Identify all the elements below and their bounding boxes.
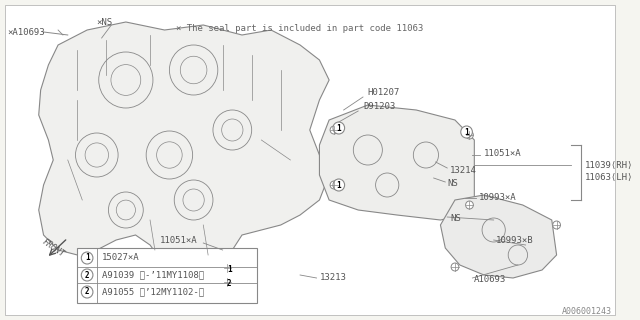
Circle shape [466, 201, 474, 209]
Text: 11063⟨LH⟩: 11063⟨LH⟩ [585, 172, 633, 181]
Circle shape [451, 263, 459, 271]
Polygon shape [39, 22, 329, 285]
Text: A91039 ＜-’11MY1108＞: A91039 ＜-’11MY1108＞ [102, 270, 204, 279]
Circle shape [333, 179, 344, 191]
Text: 2: 2 [85, 287, 90, 297]
Text: NS: NS [447, 179, 458, 188]
Circle shape [330, 126, 338, 134]
Text: 15027×A: 15027×A [102, 253, 140, 262]
Circle shape [330, 181, 338, 189]
Text: 2: 2 [85, 270, 90, 279]
Text: A10693: A10693 [474, 276, 507, 284]
Circle shape [553, 221, 561, 229]
Text: 10993×A: 10993×A [479, 193, 516, 202]
Circle shape [223, 278, 231, 286]
Circle shape [81, 269, 93, 281]
Text: 1: 1 [464, 127, 469, 137]
Text: ×A10693: ×A10693 [8, 28, 45, 36]
Circle shape [81, 286, 93, 298]
Circle shape [81, 252, 93, 264]
Polygon shape [319, 105, 474, 220]
Text: 13214: 13214 [450, 165, 477, 174]
FancyBboxPatch shape [77, 248, 257, 303]
Text: × The seal part is included in part code 11063: × The seal part is included in part code… [177, 23, 424, 33]
FancyBboxPatch shape [5, 5, 614, 315]
Text: 11039⟨RH⟩: 11039⟨RH⟩ [585, 161, 633, 170]
Text: A91055 ＜’12MY1102-＞: A91055 ＜’12MY1102-＞ [102, 287, 204, 297]
Text: 1: 1 [227, 266, 232, 275]
Text: 2: 2 [227, 278, 232, 287]
Text: NS: NS [450, 213, 461, 222]
Text: A006001243: A006001243 [561, 308, 611, 316]
Text: ×NS: ×NS [97, 18, 113, 27]
Circle shape [223, 264, 231, 272]
Text: H01207: H01207 [368, 87, 400, 97]
Text: 1: 1 [85, 253, 90, 262]
Circle shape [333, 122, 344, 134]
Circle shape [461, 126, 472, 138]
Text: 10993×B: 10993×B [495, 236, 533, 244]
Circle shape [466, 131, 474, 139]
Text: 13213: 13213 [319, 274, 346, 283]
Polygon shape [440, 195, 557, 278]
Text: FRONT: FRONT [40, 237, 66, 259]
Text: 1: 1 [337, 180, 341, 189]
Text: 1: 1 [337, 124, 341, 132]
Circle shape [223, 264, 236, 276]
Text: D91203: D91203 [363, 101, 396, 110]
Text: 11051×A: 11051×A [160, 236, 197, 244]
Text: 11051×A: 11051×A [484, 148, 522, 157]
Circle shape [223, 277, 236, 289]
